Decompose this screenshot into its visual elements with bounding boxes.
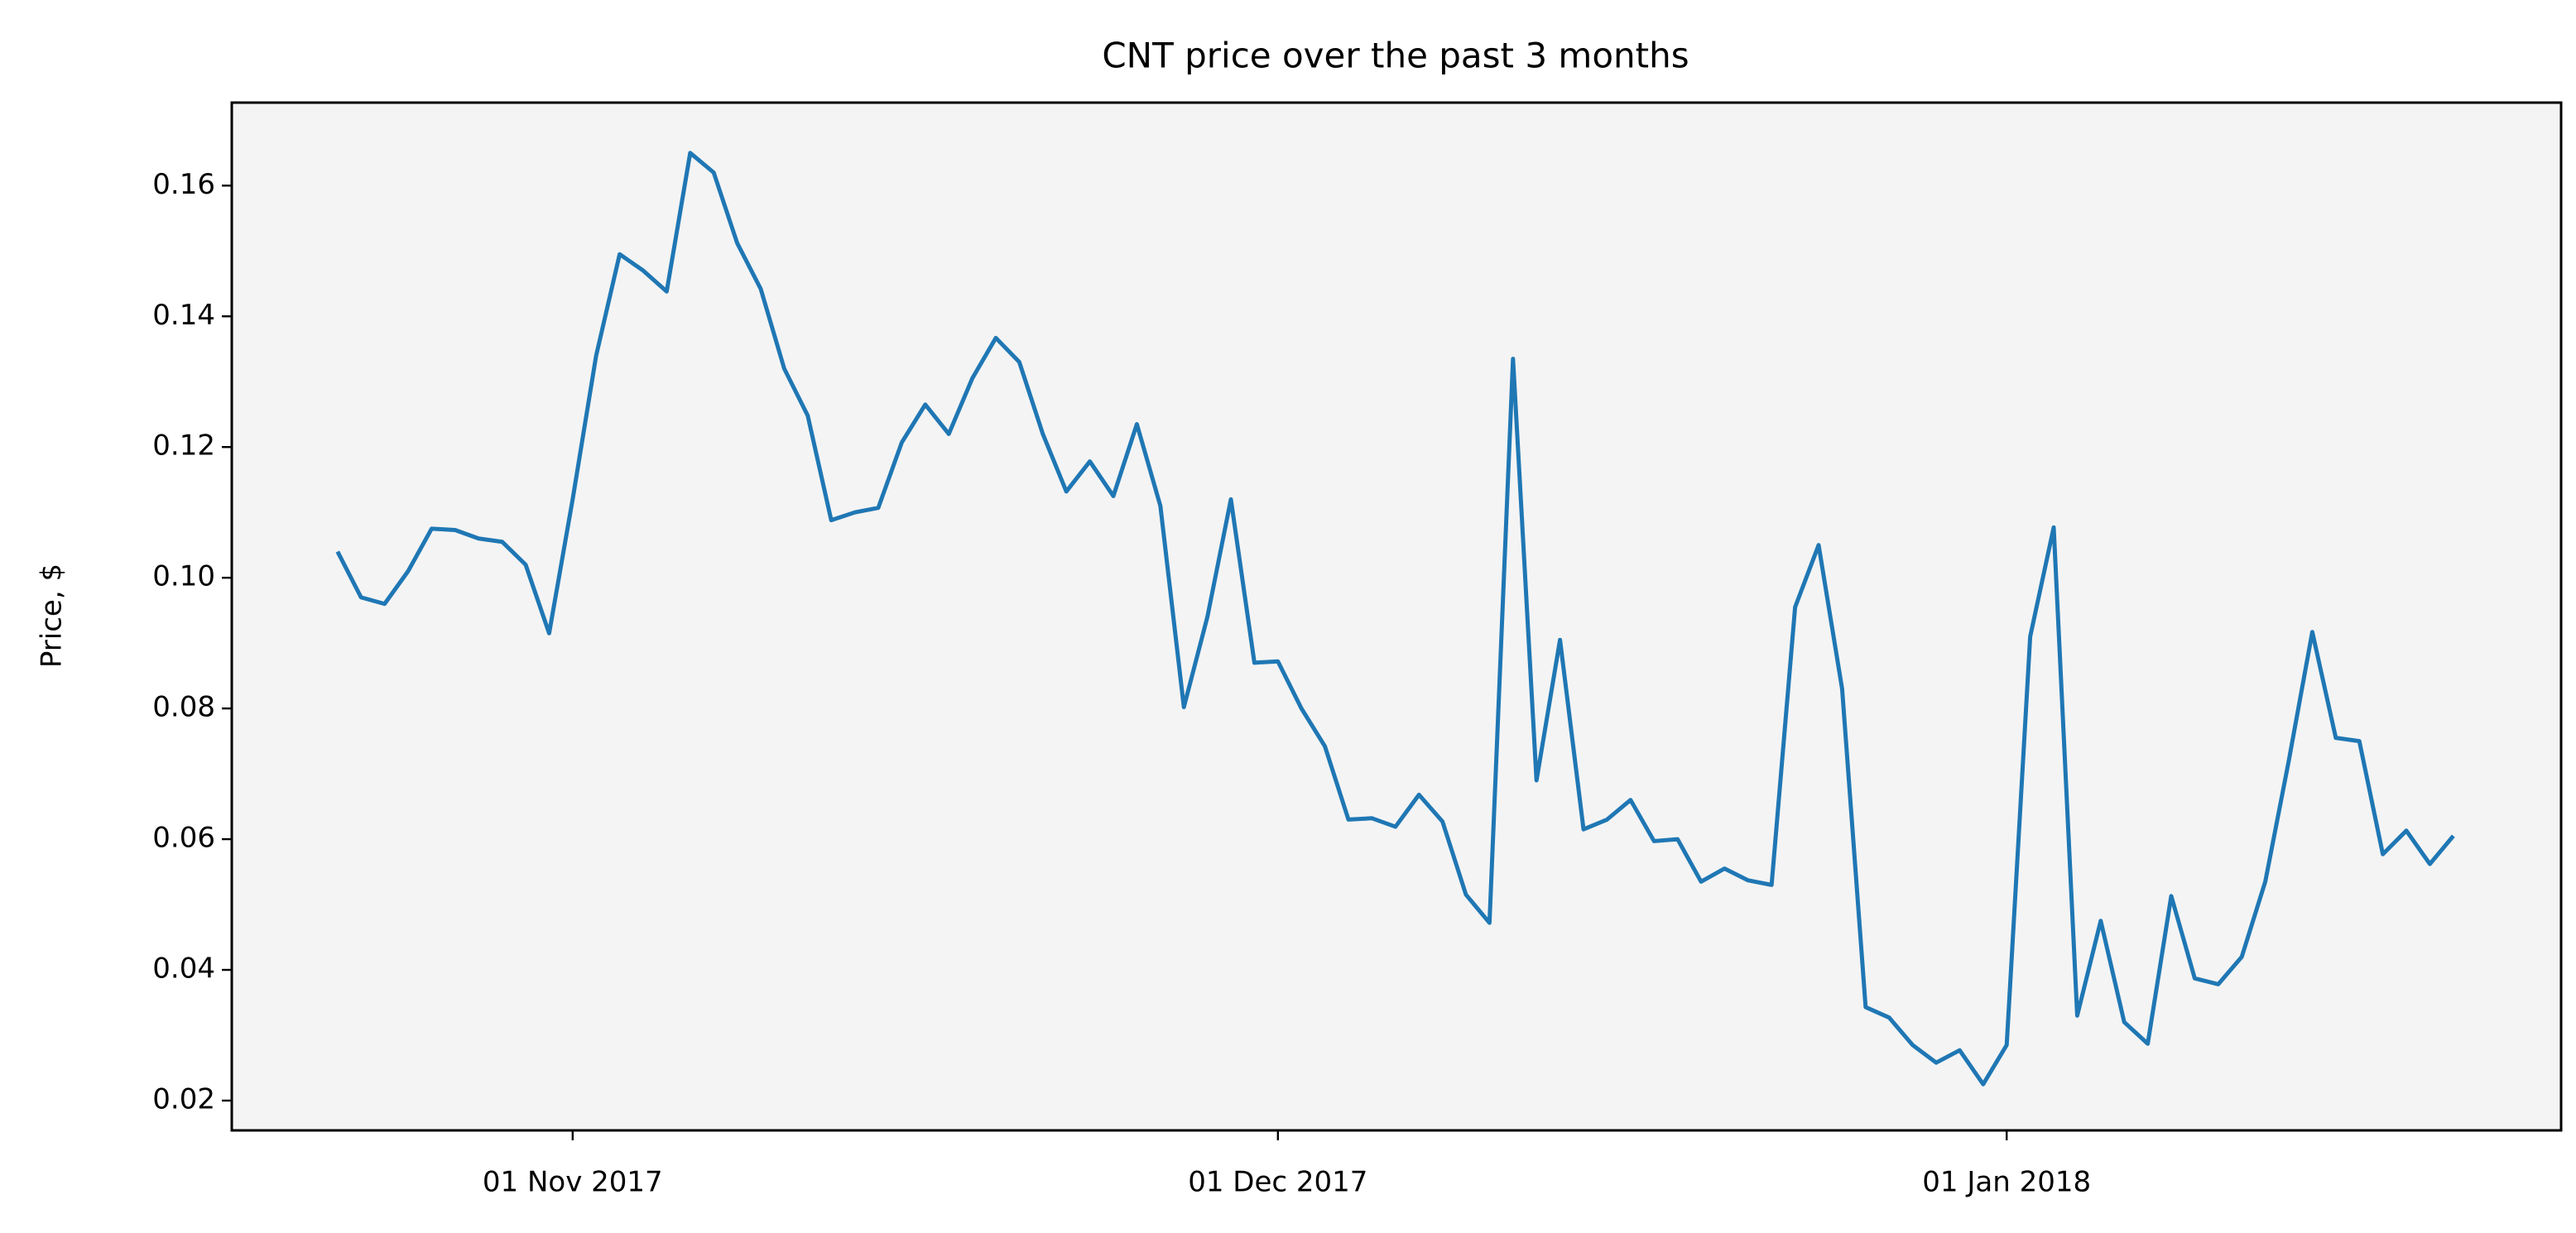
axes-frame <box>230 101 2563 1132</box>
y-tick-label: 0.02 <box>152 1082 215 1115</box>
price-line <box>335 151 2455 1087</box>
x-tick-label: 01 Dec 2017 <box>1188 1166 1367 1199</box>
chart-title: CNT price over the past 3 months <box>1102 36 1689 76</box>
y-tick-label: 0.10 <box>152 560 215 593</box>
y-tick-label: 0.16 <box>152 168 215 201</box>
y-axis-label: Price, $ <box>36 564 69 668</box>
y-tick-label: 0.06 <box>152 822 215 855</box>
y-tick-label: 0.08 <box>152 691 215 724</box>
y-tick-label: 0.14 <box>152 299 215 332</box>
y-tick-label: 0.12 <box>152 429 215 463</box>
plot-area <box>232 103 2561 1130</box>
x-tick-label: 01 Nov 2017 <box>483 1166 663 1199</box>
x-tick-label: 01 Jan 2018 <box>1922 1166 2091 1199</box>
y-tick-label: 0.04 <box>152 952 215 986</box>
